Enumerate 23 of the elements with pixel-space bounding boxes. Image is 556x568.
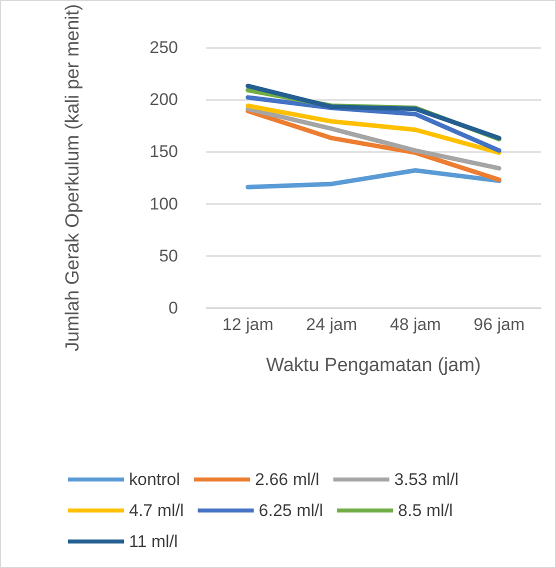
y-tick-label: 100: [150, 194, 178, 214]
y-tick-label: 50: [159, 246, 178, 266]
line-series: [246, 106, 502, 171]
x-tick-label: 12 jam: [222, 315, 274, 334]
legend-label: 11 ml/l: [129, 532, 178, 551]
y-tick-label: 150: [150, 142, 178, 162]
legend-label: 4.7 ml/l: [129, 501, 184, 520]
legend-label: 3.53 ml/l: [394, 470, 459, 489]
x-axis-title: Waktu Pengamatan (jam): [266, 355, 481, 376]
legend-label: 8.5 ml/l: [398, 501, 453, 520]
line-series: [246, 104, 502, 155]
y-tick-label: 200: [150, 90, 178, 110]
y-tick-label: 250: [150, 38, 178, 57]
x-tick-label: 96 jam: [474, 315, 525, 334]
x-tick-label: 48 jam: [390, 315, 441, 334]
x-tick-label: 24 jam: [306, 315, 358, 334]
line-series: [246, 168, 502, 190]
y-axis-title: Jumlah Gerak Operkulum (kali per menit): [62, 4, 84, 352]
y-tick-label: 0: [168, 298, 178, 318]
line-series: [246, 108, 502, 182]
legend-label: 2.66 ml/l: [255, 470, 320, 489]
legend-label: 6.25 ml/l: [258, 501, 324, 520]
legend-label: kontrol: [129, 470, 180, 489]
